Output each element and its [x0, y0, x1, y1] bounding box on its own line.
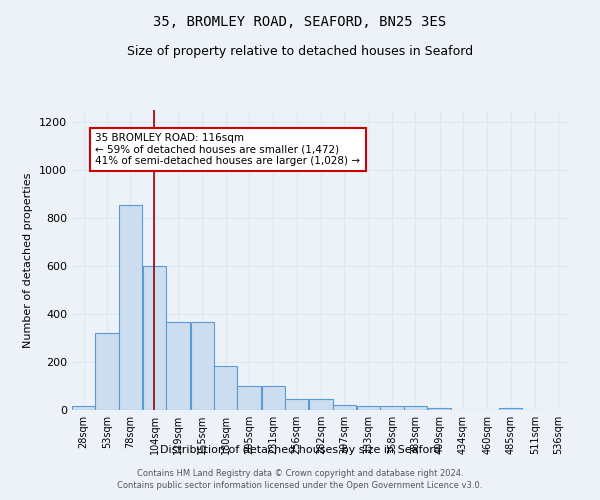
- Bar: [262, 386, 285, 410]
- Bar: [214, 366, 238, 410]
- Bar: [72, 406, 95, 410]
- Bar: [499, 408, 523, 410]
- Bar: [428, 408, 451, 410]
- Text: Size of property relative to detached houses in Seaford: Size of property relative to detached ho…: [127, 45, 473, 58]
- Text: 35 BROMLEY ROAD: 116sqm
← 59% of detached houses are smaller (1,472)
41% of semi: 35 BROMLEY ROAD: 116sqm ← 59% of detache…: [95, 133, 361, 166]
- Bar: [404, 406, 427, 410]
- Bar: [357, 406, 380, 410]
- Bar: [285, 399, 308, 410]
- Bar: [310, 399, 332, 410]
- Bar: [95, 333, 119, 410]
- Bar: [238, 386, 261, 410]
- Bar: [119, 205, 142, 410]
- Bar: [191, 322, 214, 410]
- Text: Contains HM Land Registry data © Crown copyright and database right 2024.
Contai: Contains HM Land Registry data © Crown c…: [118, 468, 482, 490]
- Bar: [380, 406, 404, 410]
- Text: 35, BROMLEY ROAD, SEAFORD, BN25 3ES: 35, BROMLEY ROAD, SEAFORD, BN25 3ES: [154, 15, 446, 29]
- Bar: [332, 405, 356, 410]
- Y-axis label: Number of detached properties: Number of detached properties: [23, 172, 34, 348]
- Bar: [166, 322, 190, 410]
- Text: Distribution of detached houses by size in Seaford: Distribution of detached houses by size …: [160, 445, 440, 455]
- Bar: [143, 266, 166, 410]
